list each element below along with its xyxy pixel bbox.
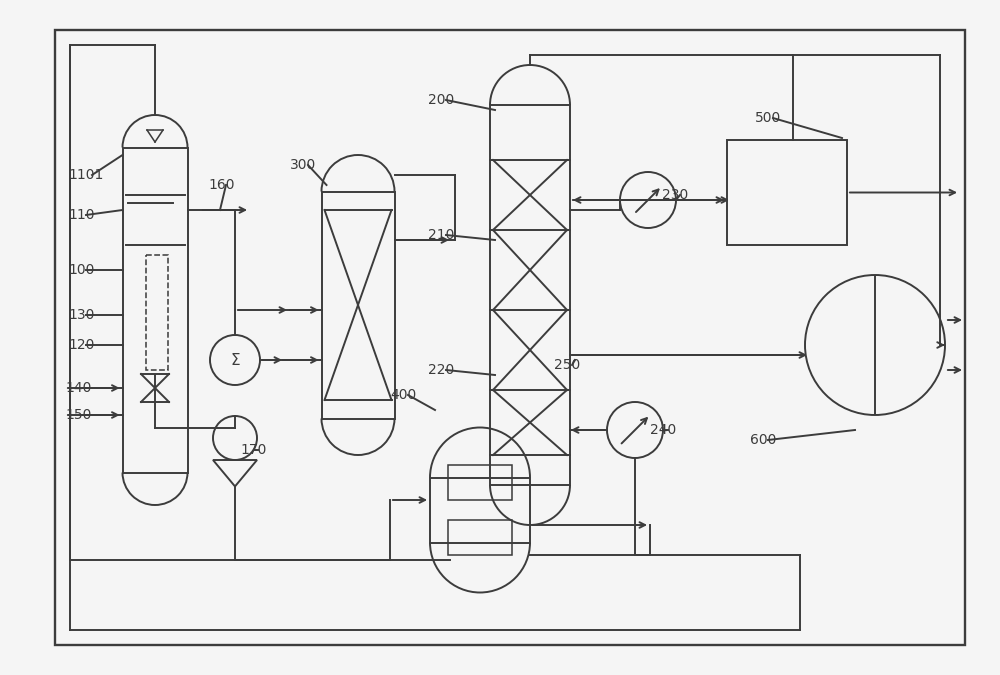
Text: 600: 600 xyxy=(750,433,776,447)
Text: 100: 100 xyxy=(68,263,94,277)
Text: 300: 300 xyxy=(290,158,316,172)
Text: 400: 400 xyxy=(390,388,416,402)
Text: 230: 230 xyxy=(662,188,688,202)
Text: 120: 120 xyxy=(68,338,94,352)
Text: 150: 150 xyxy=(65,408,91,422)
Text: 500: 500 xyxy=(755,111,781,125)
Text: 240: 240 xyxy=(650,423,676,437)
Bar xyxy=(146,255,168,370)
Bar xyxy=(448,520,512,555)
Text: $\Sigma$: $\Sigma$ xyxy=(230,352,240,368)
Text: 140: 140 xyxy=(65,381,91,395)
Bar xyxy=(430,477,530,543)
Text: 1101: 1101 xyxy=(68,168,103,182)
Text: 160: 160 xyxy=(208,178,234,192)
Bar xyxy=(490,105,570,485)
Bar xyxy=(322,192,394,418)
Text: 110: 110 xyxy=(68,208,94,222)
Text: 200: 200 xyxy=(428,93,454,107)
Text: 130: 130 xyxy=(68,308,94,322)
Bar xyxy=(448,465,512,500)
Bar xyxy=(122,148,188,472)
Bar xyxy=(727,140,847,245)
Text: 220: 220 xyxy=(428,363,454,377)
Text: 250: 250 xyxy=(554,358,580,372)
Text: 210: 210 xyxy=(428,228,454,242)
Text: 170: 170 xyxy=(240,443,266,457)
